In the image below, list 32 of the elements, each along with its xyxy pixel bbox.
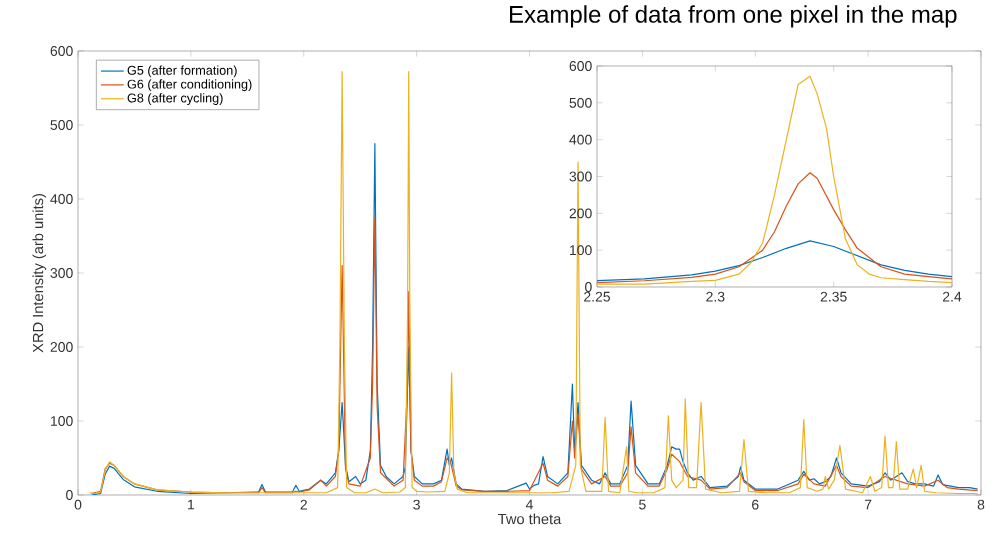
x-tick-label: 7 [864,499,872,510]
x-axis-title: Two theta [498,513,562,525]
x-tick-label: 1 [188,499,195,510]
y-tick-label: 600 [50,46,73,56]
x-tick-label: 3 [413,499,420,510]
x-tick-label: 0 [74,499,82,510]
y-tick-label: 400 [50,194,73,204]
x-tick-label: 2 [300,499,307,510]
y-axis-title: XRD Intensity (arb units) [32,194,47,353]
x-tick-label: 8 [977,499,985,510]
x-tick-label: 4 [525,499,533,510]
x-tick-label: 5 [639,499,646,510]
legend-label: G8 (after cycling) [127,93,223,105]
y-tick-label: 300 [50,268,73,278]
y-tick-label: 100 [51,416,73,426]
y-tick-label: 500 [569,97,592,108]
x-tick-label: 6 [752,499,759,510]
x-tick-label: 2.4 [942,291,962,302]
y-tick-label: 0 [585,282,592,292]
line-series [597,75,952,285]
chart-title: Example of data from one pixel in the map [510,5,957,28]
y-tick-label: 200 [50,342,73,352]
y-tick-label: 400 [569,134,592,145]
y-tick-label: 600 [569,61,592,71]
x-tick-label: 2.3 [706,291,725,302]
legend-label: G6 (after conditioning) [127,79,252,92]
legend-label: G5 (after formation) [127,65,237,78]
x-tick-label: 2.25 [584,291,611,302]
y-tick-label: 0 [66,490,73,500]
y-tick-label: 500 [50,120,73,130]
x-tick-label: 2.35 [820,291,847,302]
line-series [597,172,952,284]
